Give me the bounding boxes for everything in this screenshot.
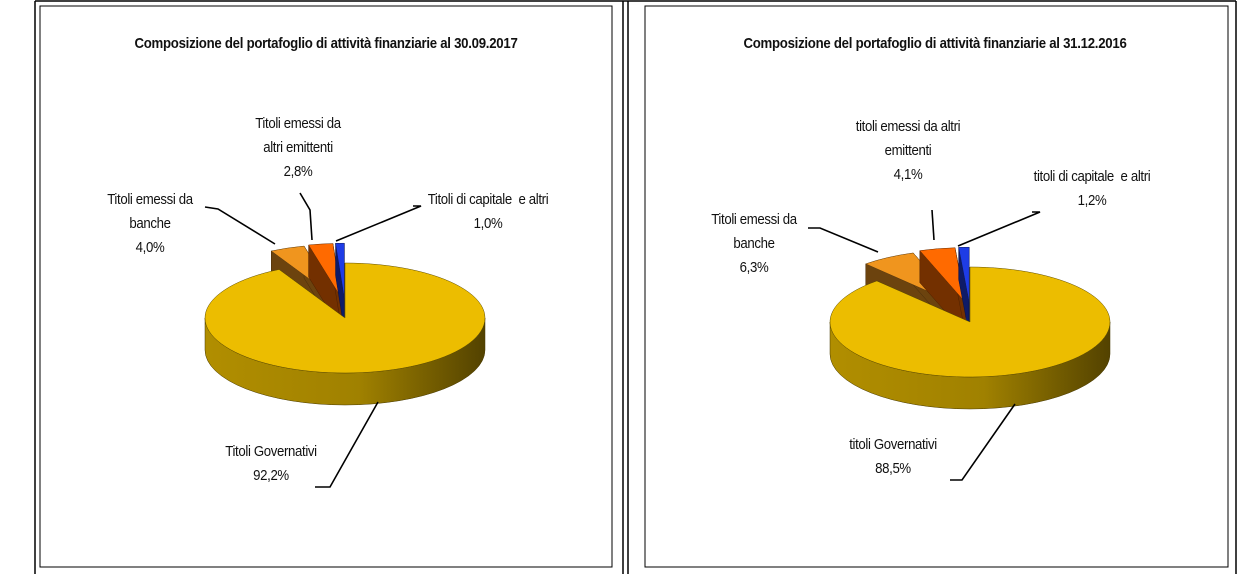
data-label: titoli Governativi 88,5% [827, 433, 959, 481]
chart-title: Composizione del portafoglio di attività… [728, 33, 1142, 55]
category-label: Titoli di capitale e altri [427, 191, 549, 208]
pie [829, 246, 1111, 410]
value-label: 2,8% [283, 163, 313, 180]
value-label: 88,5% [875, 460, 911, 477]
slice-top [308, 243, 342, 299]
chart-border [39, 5, 613, 568]
data-label: Titoli emessi da altri emittenti 2,8% [245, 112, 351, 184]
leader-line [315, 401, 379, 488]
chart-title-text: Composizione del portafoglio di attività… [134, 35, 518, 52]
pie-slice [204, 262, 486, 406]
chart-border [644, 5, 1229, 568]
leader-line [808, 227, 879, 253]
data-label: titoli emessi da altri emittenti 4,1% [855, 115, 961, 187]
slice-top [829, 266, 1111, 378]
data-label: Titoli di capitale e altri 1,0% [426, 188, 549, 236]
value-label: 4,0% [135, 239, 165, 256]
slice-top [204, 262, 486, 374]
chart-title: Composizione del portafoglio di attività… [119, 33, 533, 55]
category-label: Titoli emessi da banche [711, 211, 801, 252]
category-label: Titoli emessi da altri emittenti [255, 115, 345, 156]
pie [204, 242, 486, 406]
leader-line [950, 403, 1016, 481]
leader-line [931, 209, 935, 241]
category-label: Titoli emessi da banche [107, 191, 197, 232]
slice-top [919, 247, 966, 304]
chart-title-text: Composizione del portafoglio di attività… [743, 35, 1127, 52]
value-label: 1,2% [1077, 192, 1107, 209]
value-label: 6,3% [739, 259, 769, 276]
slice-top [335, 242, 345, 299]
value-label: 92,2% [253, 467, 289, 484]
data-label: Titoli Governativi 92,2% [205, 440, 337, 488]
data-label: Titoli emessi da banche 4,0% [93, 188, 207, 260]
pie-slice [829, 266, 1111, 410]
leader-line [204, 206, 276, 245]
category-label: titoli Governativi [849, 436, 937, 453]
value-label: 1,0% [473, 215, 503, 232]
category-label: titoli emessi da altri emittenti [855, 118, 964, 159]
data-label: titoli di capitale e altri 1,2% [1030, 165, 1153, 213]
leader-line [299, 192, 313, 241]
data-label: Titoli emessi da banche 6,3% [697, 208, 811, 280]
category-label: Titoli Governativi [225, 443, 317, 460]
category-label: titoli di capitale e altri [1033, 168, 1151, 185]
leader-line [335, 205, 422, 242]
slice-top [958, 246, 970, 303]
leader-line [957, 211, 1041, 247]
value-label: 4,1% [893, 166, 923, 183]
